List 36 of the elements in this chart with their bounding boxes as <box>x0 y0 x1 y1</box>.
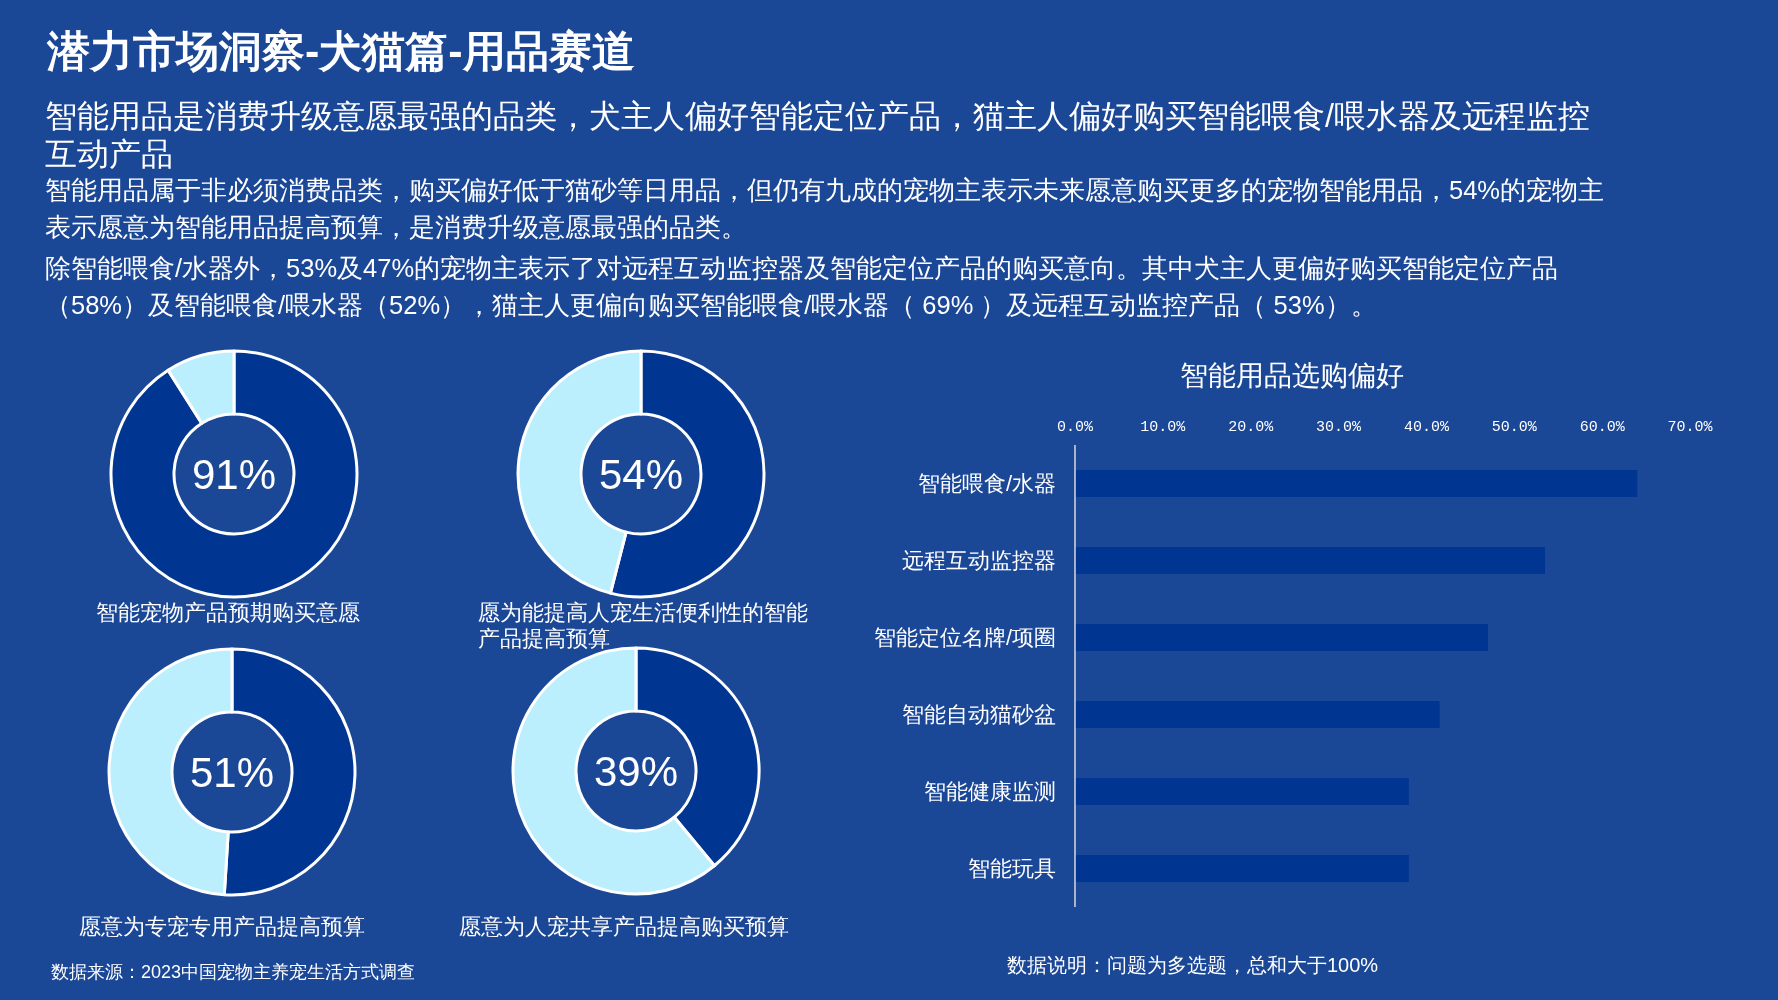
text: 智能用品是消费升级意愿最强的品类，犬主人偏好智能定位产品，猫主人偏好购买智能喂食/喂水器及远程监控互动产品 <box>45 97 1591 173</box>
x-tick-label: 10.0% <box>1140 418 1187 436</box>
y-tick-label: 智能喂食/水器 <box>917 471 1056 496</box>
x-tick-label: 50.0% <box>1491 418 1538 436</box>
bar <box>1075 855 1409 882</box>
bar <box>1075 547 1546 574</box>
chart-title: 智能用品选购偏好 <box>1180 359 1404 391</box>
text: 数据说明：问题为多选题，总和大于100% <box>1007 953 1379 978</box>
y-tick-label: 智能定位名牌/项圈 <box>873 625 1056 650</box>
text: 除智能喂食/水器外，53%及47%的宠物主表示了对远程互动监控器及智能定位产品的购买意向。其中犬主人更偏好购买智能定位产品（58%）及智能喂食/喂水器（52%），猫主人更偏向购买智能喂食/喂水器（ 69% ）及远程互动监控产品（ 53%）。 <box>45 253 1560 321</box>
x-tick-label: 60.0% <box>1579 418 1626 436</box>
text: 智能用品属于非必须消费品类，购买偏好低于猫砂等日用品，但仍有九成的宠物主表示未来愿意购买更多的宠物智能用品，54%的宠物主表示愿意为智能用品提高预算，是消费升级意愿最强的品类。 <box>45 175 1606 243</box>
x-tick-label: 0.0% <box>1056 418 1094 436</box>
data-label: 54% <box>598 450 684 498</box>
text: 愿意为专宠专用产品提高预算 <box>78 914 366 940</box>
y-tick-label: 智能健康监测 <box>924 779 1056 804</box>
text: 愿意为人宠共享产品提高购买预算 <box>458 914 790 940</box>
donut-slice <box>109 349 359 599</box>
data-label: 91% <box>191 450 277 498</box>
bar <box>1075 778 1409 805</box>
source-note: 数据来源：2023中国宠物主养宠生活方式调查 <box>51 961 416 984</box>
x-tick-label: 20.0% <box>1228 418 1275 436</box>
y-tick-label: 智能玩具 <box>968 856 1056 881</box>
x-tick-label: 30.0% <box>1316 418 1363 436</box>
y-tick-label: 远程互动监控器 <box>902 548 1056 573</box>
text: 愿为能提高人宠生活便利性的智能产品提高预算 <box>478 600 809 652</box>
bar <box>1075 701 1440 728</box>
text: 智能宠物产品预期购买意愿 <box>95 600 361 626</box>
data-label: 39% <box>593 747 679 795</box>
text: 潜力市场洞察-犬猫篇-用品赛道 <box>47 26 635 77</box>
bar <box>1075 624 1488 651</box>
x-tick-label: 40.0% <box>1403 418 1450 436</box>
y-tick-label: 智能自动猫砂盆 <box>902 702 1056 727</box>
x-tick-label: 70.0% <box>1667 418 1714 436</box>
data-label: 51% <box>189 748 275 796</box>
bar <box>1075 470 1638 497</box>
